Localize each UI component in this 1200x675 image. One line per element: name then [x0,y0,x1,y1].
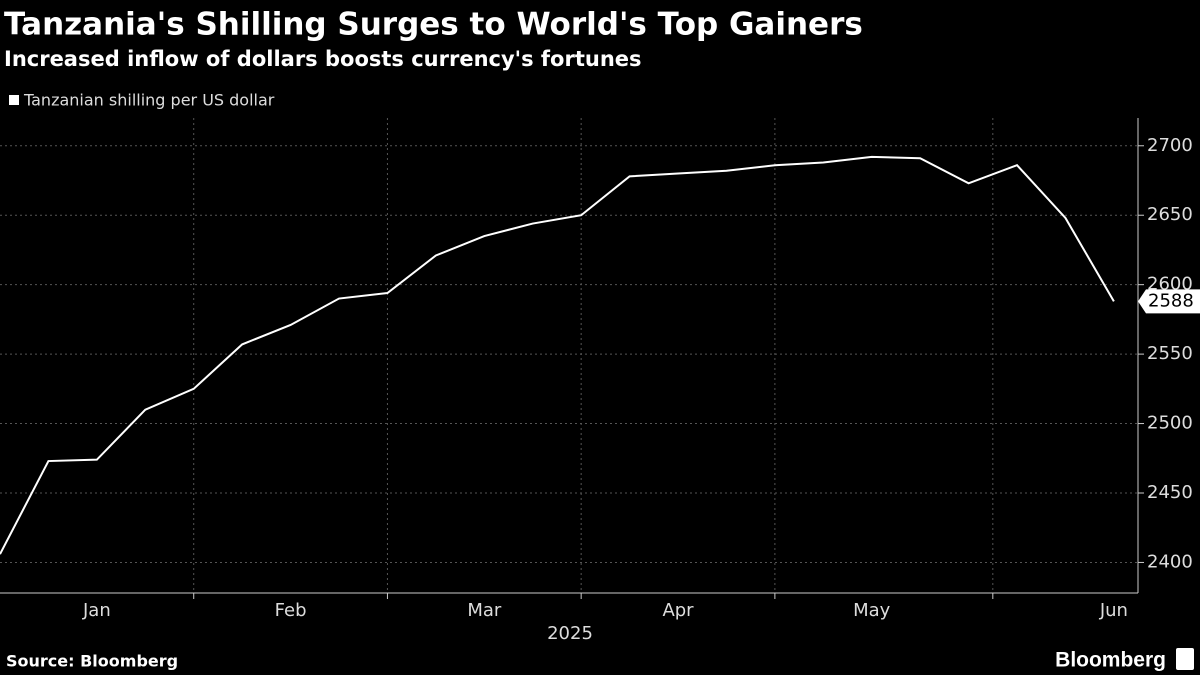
chart-subtitle: Increased inflow of dollars boosts curre… [4,47,642,71]
line [0,155,1115,555]
y-tick-label: 2550 [1147,343,1193,364]
legend-label: Tanzanian shilling per US dollar [23,91,275,110]
x-tick-label: Mar [467,600,502,621]
x-tick-label: Apr [662,600,694,621]
y-tick-label: 2500 [1147,413,1193,434]
y-tick-label: 2400 [1147,551,1193,572]
source: Source: Bloomberg [6,652,178,671]
logo-icon [1176,648,1194,670]
x-tick-label: Jun [1099,600,1128,621]
chart-title: Tanzania's Shilling Surges to World's To… [4,7,863,43]
x-tick-label: Feb [275,600,307,621]
x-tick-label: Jan [82,600,111,621]
x-tick-label: May [853,600,891,621]
last-value-tag [1138,289,1200,314]
y-tick-label: 2450 [1147,482,1193,503]
y-tick-label: 2700 [1147,135,1193,156]
legend-swatch [9,95,19,105]
last-value-label: 2588 [1148,290,1194,311]
logo: Bloomberg [1055,649,1166,672]
y-tick-label: 2650 [1147,204,1193,225]
x-axis-label: 2025 [547,623,593,644]
